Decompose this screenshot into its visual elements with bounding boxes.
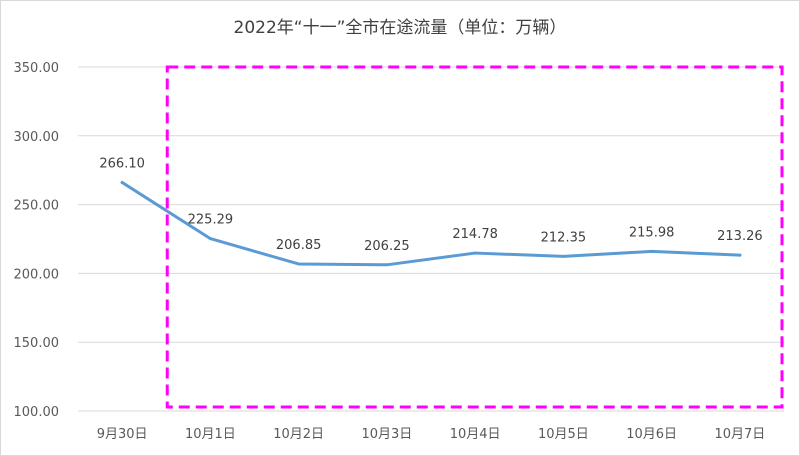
series-polyline bbox=[120, 180, 742, 267]
data-point bbox=[473, 251, 477, 255]
data-point bbox=[297, 262, 301, 266]
x-tick-label: 10月7日 bbox=[714, 427, 765, 442]
data-label: 225.29 bbox=[188, 213, 234, 228]
x-tick-label: 9月30日 bbox=[97, 427, 148, 442]
x-tick-label: 10月5日 bbox=[538, 427, 589, 442]
data-point bbox=[385, 263, 389, 267]
series-line bbox=[120, 180, 742, 267]
y-tick-label: 150.00 bbox=[14, 336, 60, 351]
data-point bbox=[561, 254, 565, 258]
data-label: 212.35 bbox=[541, 230, 587, 245]
data-point bbox=[738, 253, 742, 257]
x-tick-label: 10月4日 bbox=[450, 427, 501, 442]
grid-lines bbox=[78, 66, 784, 412]
y-tick-label: 100.00 bbox=[14, 405, 60, 420]
y-tick-label: 250.00 bbox=[14, 199, 60, 214]
x-tick-label: 10月1日 bbox=[185, 427, 236, 442]
x-axis: 9月30日 10月1日 10月2日 10月3日 10月4日 10月5日 10月6日 10月7日 bbox=[97, 427, 766, 442]
y-axis: 100.00 150.00 200.00 250.00 300.00 350.00 bbox=[14, 61, 60, 420]
y-tick-label: 300.00 bbox=[14, 130, 60, 145]
data-point bbox=[208, 237, 212, 241]
x-tick-label: 10月2日 bbox=[273, 427, 324, 442]
data-label: 215.98 bbox=[629, 225, 675, 240]
data-label: 214.78 bbox=[452, 227, 498, 242]
data-label: 213.26 bbox=[717, 229, 763, 244]
data-labels: 266.10 225.29 206.85 206.25 214.78 212.35 215.… bbox=[99, 156, 762, 253]
data-label: 206.85 bbox=[276, 238, 322, 253]
highlight-rectangle bbox=[165, 65, 784, 409]
data-label: 206.25 bbox=[364, 239, 410, 254]
y-tick-label: 350.00 bbox=[14, 61, 60, 76]
x-tick-label: 10月6日 bbox=[626, 427, 677, 442]
y-tick-label: 200.00 bbox=[14, 267, 60, 282]
highlight-box bbox=[165, 65, 784, 409]
x-tick-label: 10月3日 bbox=[361, 427, 412, 442]
data-point bbox=[120, 180, 124, 184]
data-label: 266.10 bbox=[99, 156, 145, 171]
data-point bbox=[650, 249, 654, 253]
chart-title: 2022年“十一”全市在途流量（单位：万辆） bbox=[234, 18, 567, 38]
